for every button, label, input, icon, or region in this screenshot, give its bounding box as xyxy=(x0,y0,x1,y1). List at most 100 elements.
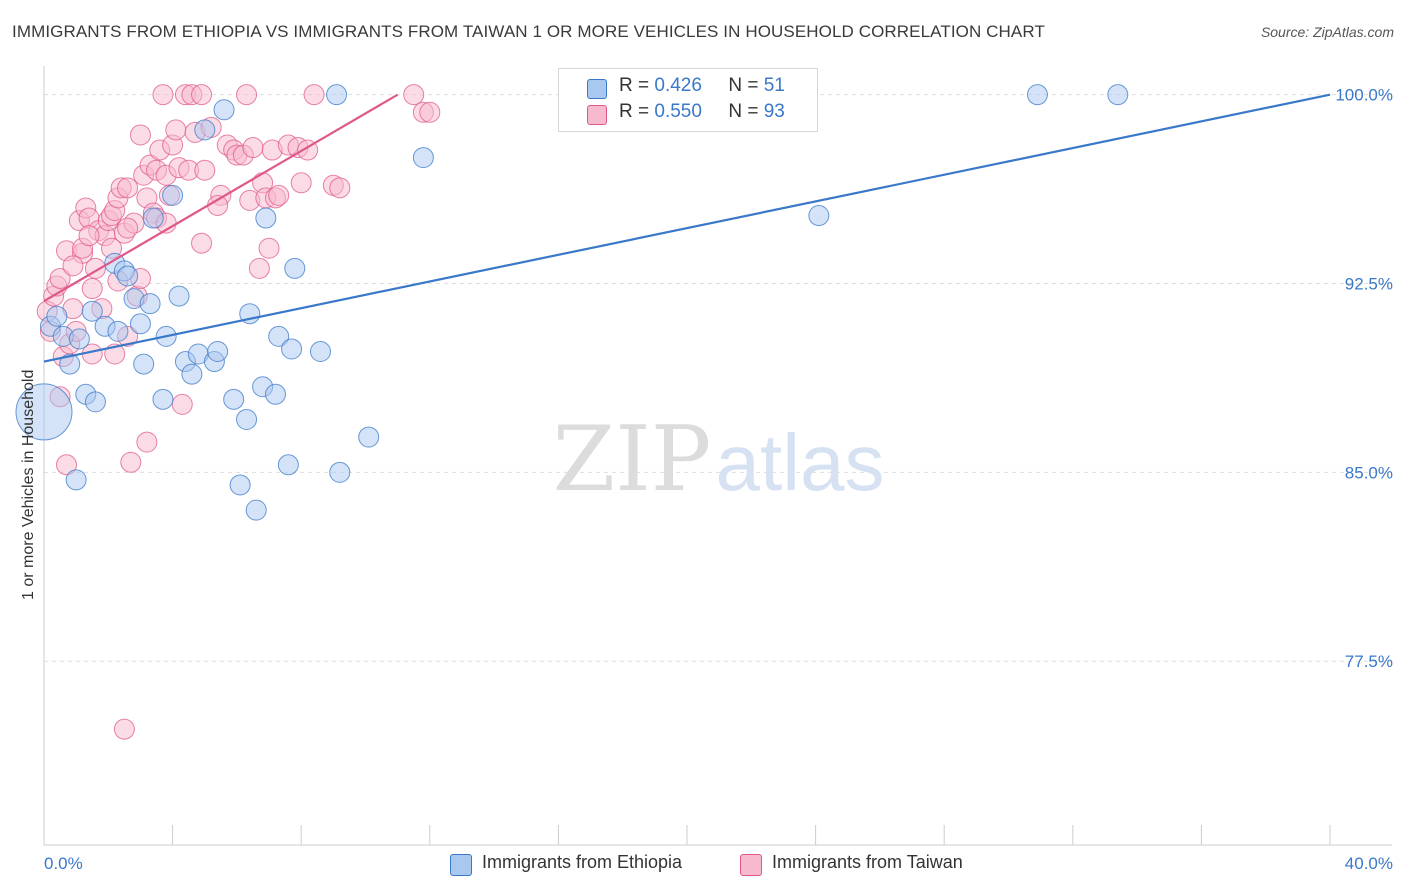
gridlines xyxy=(44,94,1392,662)
point-taiwan-78 xyxy=(290,172,312,194)
point-ethiopia-48 xyxy=(808,205,830,227)
point-taiwan-83 xyxy=(403,84,425,106)
y-tick-label-3: 77.5% xyxy=(1345,652,1393,671)
stats-swatch-ethiopia xyxy=(587,79,607,99)
point-taiwan-4 xyxy=(49,267,71,289)
point-taiwan-33 xyxy=(117,177,139,199)
r-value-ethiopia: 0.426 xyxy=(654,75,702,96)
point-ethiopia-19 xyxy=(142,207,164,229)
x-tick-label-0: 0.0% xyxy=(44,854,83,873)
point-taiwan-89 xyxy=(62,255,84,277)
point-ethiopia-39 xyxy=(268,325,290,347)
stats-swatch-taiwan xyxy=(587,105,607,125)
point-ethiopia-25 xyxy=(181,363,203,385)
stats-text-ethiopia: R = 0.426 N = 51 xyxy=(619,75,785,97)
point-taiwan-69 xyxy=(248,257,270,279)
point-taiwan-85 xyxy=(419,101,441,123)
point-ethiopia-50 xyxy=(1107,84,1129,106)
point-ethiopia-38 xyxy=(264,383,286,405)
point-ethiopia-47 xyxy=(412,147,434,169)
trend-line-taiwan xyxy=(43,93,399,303)
trend-line-ethiopia xyxy=(43,93,1331,363)
point-ethiopia-2 xyxy=(46,305,68,327)
point-ethiopia-0 xyxy=(15,383,73,441)
y-tick-label-0: 100.0% xyxy=(1335,86,1393,105)
legend-label-ethiopia: Immigrants from Ethiopia xyxy=(482,852,683,872)
point-ethiopia-35 xyxy=(245,499,267,521)
point-taiwan-68 xyxy=(242,137,264,159)
point-ethiopia-9 xyxy=(84,391,106,413)
n-value-ethiopia: 51 xyxy=(763,75,785,96)
point-ethiopia-30 xyxy=(213,99,235,121)
point-ethiopia-49 xyxy=(1026,84,1048,106)
x-tick-label-1: 40.0% xyxy=(1345,854,1393,873)
trend-lines xyxy=(43,93,1331,363)
axes xyxy=(43,66,1392,846)
point-taiwan-38 xyxy=(129,124,151,146)
point-ethiopia-43 xyxy=(309,340,331,362)
point-taiwan-82 xyxy=(329,177,351,199)
stats-legend-box: R = 0.426 N = 51 R = 0.550 N = 93 xyxy=(558,68,818,132)
point-taiwan-80 xyxy=(303,84,325,106)
source-credit: Source: ZipAtlas.com xyxy=(1260,24,1394,40)
r-value-taiwan: 0.550 xyxy=(654,101,702,122)
point-taiwan-72 xyxy=(258,237,280,259)
point-ethiopia-5 xyxy=(65,469,87,491)
point-ethiopia-45 xyxy=(329,461,351,483)
legend-swatch-taiwan xyxy=(740,854,762,876)
point-taiwan-32 xyxy=(113,718,135,740)
point-ethiopia-20 xyxy=(152,388,174,410)
point-ethiopia-32 xyxy=(229,474,251,496)
point-ethiopia-17 xyxy=(133,353,155,375)
point-taiwan-75 xyxy=(268,184,290,206)
n-value-taiwan: 93 xyxy=(763,101,785,122)
point-ethiopia-23 xyxy=(168,285,190,307)
n-label: N = xyxy=(728,75,759,96)
n-label: N = xyxy=(728,101,759,122)
point-ethiopia-14 xyxy=(117,265,139,287)
point-ethiopia-42 xyxy=(284,257,306,279)
watermark-atlas: atlas xyxy=(716,418,885,507)
series-taiwan xyxy=(36,84,441,740)
point-ethiopia-33 xyxy=(236,408,258,430)
y-axis-label: 1 or more Vehicles in Household xyxy=(20,369,37,600)
point-ethiopia-41 xyxy=(281,338,303,360)
point-ethiopia-22 xyxy=(162,184,184,206)
point-ethiopia-6 xyxy=(68,328,90,350)
point-ethiopia-40 xyxy=(277,454,299,476)
point-taiwan-35 xyxy=(120,451,142,473)
series-ethiopia xyxy=(15,84,1129,521)
point-taiwan-40 xyxy=(136,431,158,453)
point-taiwan-8 xyxy=(56,454,78,476)
point-taiwan-92 xyxy=(207,194,229,216)
point-ethiopia-46 xyxy=(358,426,380,448)
point-taiwan-58 xyxy=(191,232,213,254)
point-taiwan-90 xyxy=(191,84,213,106)
point-ethiopia-31 xyxy=(223,388,245,410)
legend-swatch-ethiopia xyxy=(450,854,472,876)
point-ethiopia-4 xyxy=(59,353,81,375)
point-ethiopia-16 xyxy=(129,313,151,335)
point-taiwan-51 xyxy=(165,119,187,141)
point-taiwan-66 xyxy=(236,84,258,106)
r-label: R = xyxy=(619,75,650,96)
watermark: ZIP atlas xyxy=(553,407,885,512)
point-taiwan-87 xyxy=(78,225,100,247)
tick-labels: 100.0% 92.5% 85.0% 77.5% 0.0% 40.0% xyxy=(44,86,1393,873)
point-ethiopia-37 xyxy=(255,207,277,229)
y-tick-label-1: 92.5% xyxy=(1345,275,1393,294)
watermark-zip: ZIP xyxy=(553,407,712,512)
point-taiwan-53 xyxy=(171,393,193,415)
point-ethiopia-18 xyxy=(139,293,161,315)
point-taiwan-86 xyxy=(117,217,139,239)
point-ethiopia-8 xyxy=(81,300,103,322)
legend-label-taiwan: Immigrants from Taiwan xyxy=(772,852,963,872)
stats-text-taiwan: R = 0.550 N = 93 xyxy=(619,101,785,123)
y-tick-label-2: 85.0% xyxy=(1345,463,1393,482)
point-taiwan-59 xyxy=(194,159,216,181)
point-taiwan-47 xyxy=(152,84,174,106)
point-ethiopia-44 xyxy=(326,84,348,106)
point-ethiopia-29 xyxy=(207,340,229,362)
r-label: R = xyxy=(619,101,650,122)
